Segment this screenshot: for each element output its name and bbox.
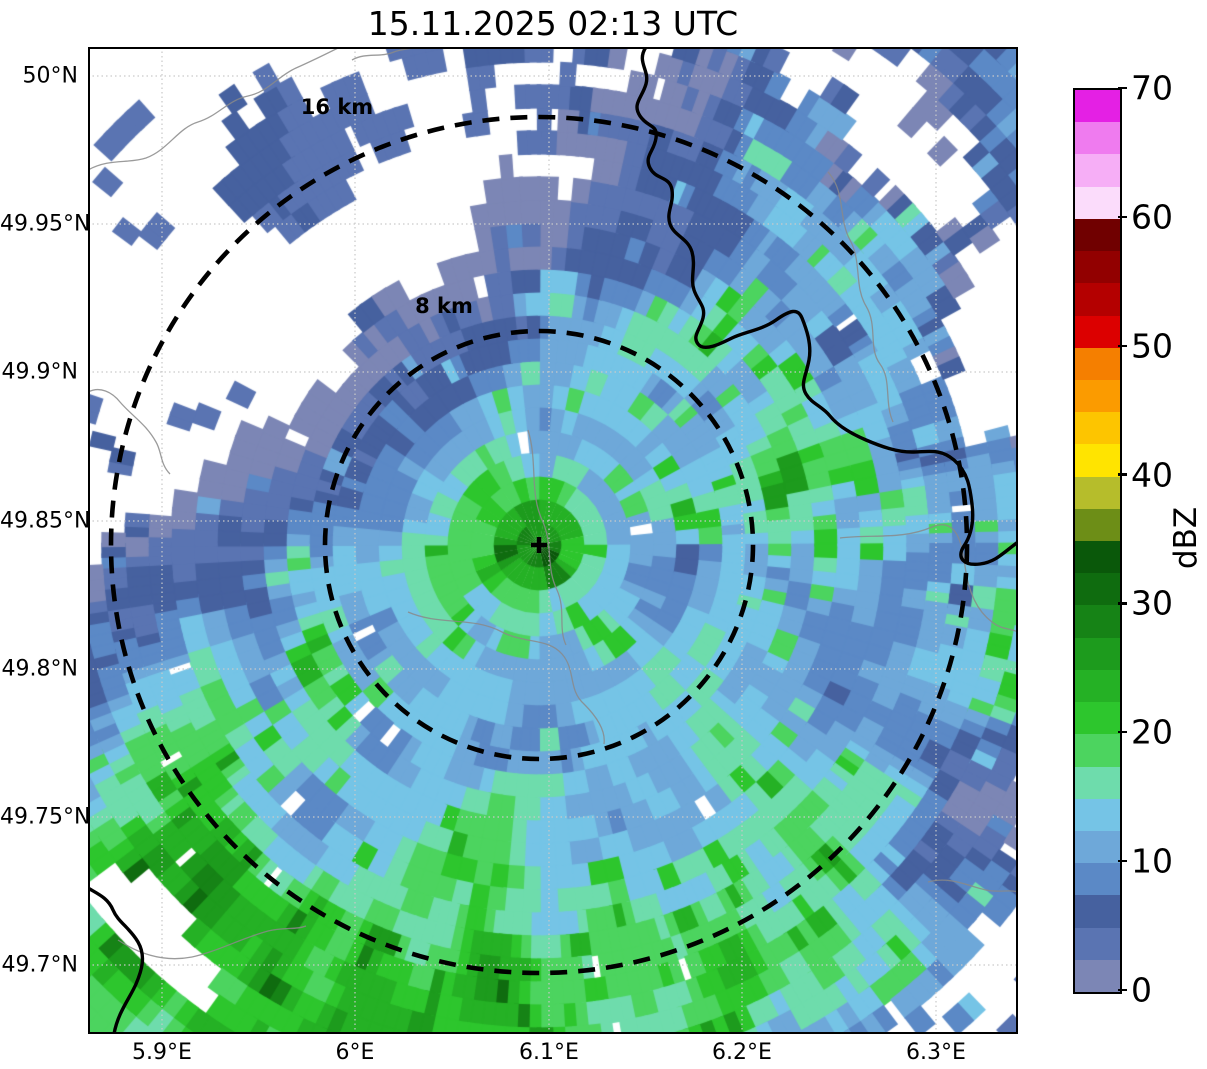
colorbar-segment [1075,830,1120,864]
colorbar-segment [1075,186,1120,219]
admin-river-lines [88,47,1018,960]
river-line [827,171,894,423]
range-rings [108,114,970,976]
colorbar-segment [1075,347,1120,380]
colorbar-tickmark [1118,859,1127,863]
country-border-east [635,47,1018,566]
latitude-tick-label: 49.85°N [0,508,91,534]
latitude-tick-label: 49.95°N [0,211,91,237]
graticule-gridlines [88,47,1018,1034]
colorbar-segment [1075,862,1120,896]
colorbar-tickmark [1118,215,1127,219]
colorbar-unit-label: dBZ [1168,506,1204,570]
river-line [839,524,1018,633]
radar-site-marker [531,537,547,553]
river-line [117,925,307,960]
colorbar-segment [1075,476,1120,509]
river-line [351,47,418,61]
colorbar [1073,88,1122,994]
colorbar-tick-label: 50 [1131,326,1173,366]
colorbar-segment [1075,927,1120,960]
longitude-tick-label: 5.9°E [132,1040,192,1065]
colorbar-segment [1075,766,1120,799]
colorbar-tickmark [1118,988,1127,992]
colorbar-segment [1075,572,1120,606]
colorbar-tick-label: 70 [1131,68,1173,108]
range-ring-label-8km: 8 km [415,294,473,318]
colorbar-tick-label: 20 [1131,712,1173,752]
colorbar-segment [1075,282,1120,316]
colorbar-tick-label: 60 [1131,197,1173,237]
river-line [88,388,171,475]
country-border-lines [88,47,1018,1034]
colorbar-tick-label: 0 [1131,970,1152,1010]
colorbar-segment [1075,540,1120,574]
colorbar-tick-label: 30 [1131,583,1173,623]
colorbar-segment [1075,121,1120,155]
range-ring-16km [108,114,970,976]
colorbar-tick-label: 10 [1131,841,1173,881]
colorbar-tickmark [1118,344,1127,347]
colorbar-scale [1075,89,1120,992]
colorbar-segment [1075,733,1120,767]
colorbar-segment [1075,411,1120,445]
colorbar-tickmark [1118,86,1127,90]
page-title: 15.11.2025 02:13 UTC [367,4,739,43]
longitude-tick-label: 6.2°E [712,1040,772,1065]
latitude-tick-label: 49.75°N [0,804,91,830]
colorbar-segment [1075,894,1120,928]
colorbar-segment [1075,701,1120,735]
colorbar-segment [1075,669,1120,703]
colorbar-segment [1075,89,1120,123]
colorbar-tickmark [1118,473,1127,476]
map-overlay [88,47,1018,1034]
colorbar-segment [1075,154,1120,187]
colorbar-tickmark [1118,731,1127,734]
range-ring-8km [322,328,756,762]
latitude-tick-label: 50°N [22,63,78,89]
colorbar-segment [1075,443,1120,477]
river-line [927,879,1018,893]
colorbar-segment [1075,379,1120,413]
river-line [88,47,341,171]
colorbar-segment [1075,959,1120,992]
radar-reflectivity-raster [88,47,1018,1034]
colorbar-tick-label: 40 [1131,455,1173,495]
colorbar-segment [1075,250,1120,284]
longitude-tick-label: 6°E [335,1040,375,1065]
colorbar-segment [1075,637,1120,670]
country-border-southwest [88,886,145,1034]
colorbar-segment [1075,315,1120,348]
river-line [407,611,605,745]
range-ring-label-16km: 16 km [300,95,374,119]
longitude-tick-label: 6.1°E [519,1040,579,1065]
colorbar-segment [1075,218,1120,252]
river-line [527,429,567,646]
colorbar-segment [1075,798,1120,831]
latitude-tick-label: 49.8°N [1,656,78,682]
longitude-tick-label: 6.3°E [906,1040,966,1065]
colorbar-segment [1075,508,1120,541]
colorbar-segment [1075,605,1120,638]
latitude-tick-label: 49.9°N [1,359,78,385]
colorbar-tickmark [1118,602,1127,605]
latitude-tick-label: 49.7°N [1,952,78,978]
